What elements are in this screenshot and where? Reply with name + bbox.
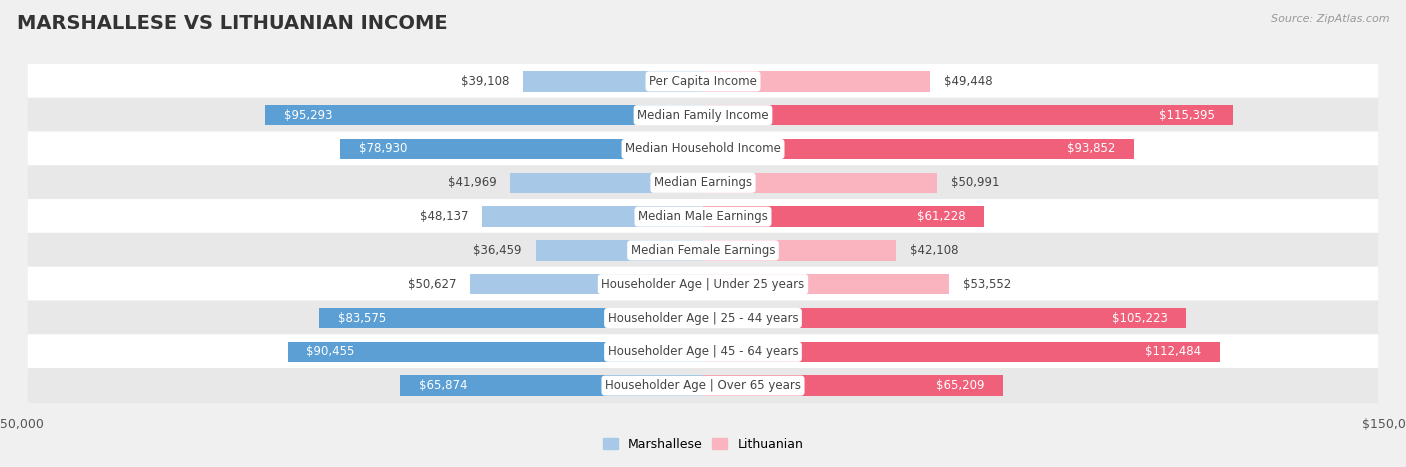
Bar	[703, 206, 984, 227]
Bar	[471, 274, 703, 294]
Bar	[703, 342, 1219, 362]
Text: MARSHALLESE VS LITHUANIAN INCOME: MARSHALLESE VS LITHUANIAN INCOME	[17, 14, 447, 33]
FancyBboxPatch shape	[28, 300, 1378, 336]
Bar	[523, 71, 703, 92]
Bar	[266, 105, 703, 125]
FancyBboxPatch shape	[28, 165, 1378, 200]
Text: $65,874: $65,874	[419, 379, 467, 392]
Text: Householder Age | Under 25 years: Householder Age | Under 25 years	[602, 278, 804, 290]
Bar	[703, 240, 897, 261]
Text: $41,969: $41,969	[447, 177, 496, 189]
Bar	[703, 105, 1233, 125]
FancyBboxPatch shape	[28, 233, 1378, 268]
Bar	[703, 139, 1135, 159]
Text: $112,484: $112,484	[1144, 345, 1201, 358]
FancyBboxPatch shape	[28, 199, 1378, 234]
Text: $49,448: $49,448	[943, 75, 993, 88]
FancyBboxPatch shape	[28, 267, 1378, 302]
Bar	[703, 308, 1187, 328]
Text: $105,223: $105,223	[1112, 311, 1168, 325]
Text: Householder Age | 45 - 64 years: Householder Age | 45 - 64 years	[607, 345, 799, 358]
Text: Median Female Earnings: Median Female Earnings	[631, 244, 775, 257]
Text: Householder Age | 25 - 44 years: Householder Age | 25 - 44 years	[607, 311, 799, 325]
Text: $65,209: $65,209	[935, 379, 984, 392]
Bar	[319, 308, 703, 328]
Text: $93,852: $93,852	[1067, 142, 1116, 156]
FancyBboxPatch shape	[28, 64, 1378, 99]
Text: Source: ZipAtlas.com: Source: ZipAtlas.com	[1271, 14, 1389, 24]
Bar	[340, 139, 703, 159]
Text: $83,575: $83,575	[337, 311, 385, 325]
Bar	[703, 375, 1002, 396]
Legend: Marshallese, Lithuanian: Marshallese, Lithuanian	[603, 438, 803, 451]
Text: $61,228: $61,228	[917, 210, 966, 223]
Bar	[510, 173, 703, 193]
FancyBboxPatch shape	[28, 334, 1378, 369]
Bar	[703, 173, 938, 193]
Bar	[703, 274, 949, 294]
Text: $78,930: $78,930	[359, 142, 408, 156]
Bar	[401, 375, 703, 396]
Text: Per Capita Income: Per Capita Income	[650, 75, 756, 88]
Text: $36,459: $36,459	[474, 244, 522, 257]
Text: $48,137: $48,137	[419, 210, 468, 223]
Text: Median Household Income: Median Household Income	[626, 142, 780, 156]
Text: $50,991: $50,991	[950, 177, 1000, 189]
Text: $42,108: $42,108	[910, 244, 959, 257]
Text: Householder Age | Over 65 years: Householder Age | Over 65 years	[605, 379, 801, 392]
Bar	[536, 240, 703, 261]
Bar	[288, 342, 703, 362]
Text: $115,395: $115,395	[1159, 109, 1215, 122]
Text: Median Male Earnings: Median Male Earnings	[638, 210, 768, 223]
Text: $39,108: $39,108	[461, 75, 509, 88]
Text: Median Family Income: Median Family Income	[637, 109, 769, 122]
Text: $95,293: $95,293	[284, 109, 332, 122]
Bar	[482, 206, 703, 227]
Text: $53,552: $53,552	[963, 278, 1011, 290]
FancyBboxPatch shape	[28, 131, 1378, 167]
Text: Median Earnings: Median Earnings	[654, 177, 752, 189]
FancyBboxPatch shape	[28, 368, 1378, 403]
Text: $90,455: $90,455	[307, 345, 354, 358]
FancyBboxPatch shape	[28, 98, 1378, 133]
Bar	[703, 71, 931, 92]
Text: $50,627: $50,627	[408, 278, 457, 290]
